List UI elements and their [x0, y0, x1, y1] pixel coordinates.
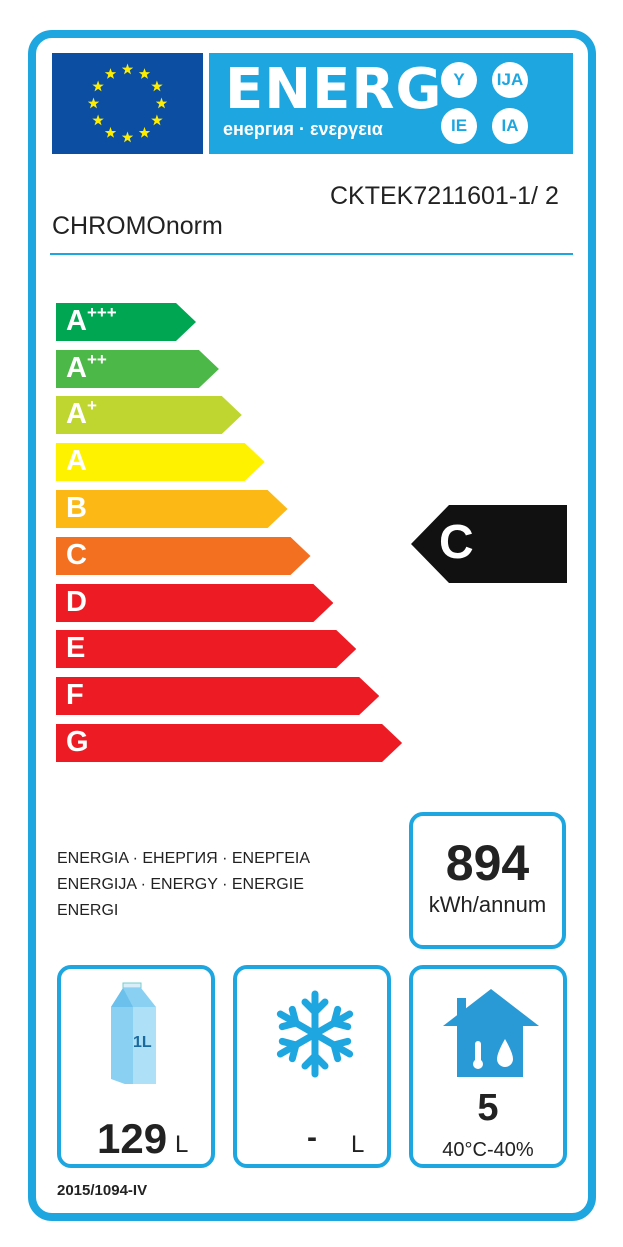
scale-arrow-10: G [56, 724, 403, 762]
scale-arrow-4: A [56, 443, 265, 481]
suffix-y: Y [441, 62, 477, 98]
frozen-volume-unit: L [351, 1131, 365, 1158]
frozen-volume-value: - [307, 1121, 317, 1154]
energy-word-line: ENERGIA · ЕНЕРГИЯ · ΕΝΕΡΓΕΙΑ [57, 850, 311, 867]
scale-class-label: G [66, 726, 89, 758]
scale-class-label: C [66, 539, 87, 571]
climate-class-value: 5 [477, 1087, 499, 1129]
star-icon [92, 114, 104, 126]
energy-word-line: ENERGI [57, 902, 119, 919]
suffix-ia: IA [492, 108, 528, 144]
scale-arrow-8: E [56, 630, 357, 668]
fresh-volume-value: 129 [97, 1115, 168, 1162]
star-icon [151, 114, 163, 126]
star-icon [121, 63, 134, 75]
scale-class-label: D [66, 586, 87, 618]
scale-class-label: A++ [66, 350, 107, 384]
energy-subtitle: енергия · ενεργεια [223, 119, 383, 139]
label-frame [28, 30, 596, 1221]
energy-title: ENERG [225, 57, 443, 122]
snowflake-icon [273, 990, 357, 1079]
scale-arrow-3: A+ [56, 396, 242, 434]
star-icon [92, 80, 104, 92]
star-icon [151, 80, 163, 92]
frozen-volume-box: - L [233, 965, 391, 1168]
star-icon [121, 131, 134, 143]
scale-arrow-6: C [56, 537, 311, 575]
rating-indicator: C [411, 505, 567, 583]
climate-conditions: 40°C-40% [442, 1139, 534, 1161]
star-icon [138, 126, 151, 138]
scale-arrow-2: A++ [56, 350, 219, 388]
consumption-unit: kWh/annum [428, 892, 547, 917]
svg-text:1L: 1L [133, 1034, 152, 1051]
scale-arrow-5: B [56, 490, 288, 528]
scale-arrow-9: F [56, 677, 380, 715]
milk-carton-icon: 1L [111, 982, 156, 1084]
suffix-ie: IE [441, 108, 477, 144]
scale-arrow-7: D [56, 584, 334, 622]
suffix-ija: IJA [492, 62, 528, 98]
scale-class-label: A+ [66, 396, 97, 430]
regulation-number: 2015/1094-IV [57, 1182, 148, 1199]
consumption-value: 894 [445, 835, 530, 891]
star-icon [155, 97, 168, 109]
eu-stars-icon [87, 63, 168, 143]
star-icon [87, 97, 100, 109]
fresh-volume-box: 1L 129 L [57, 965, 215, 1168]
scale-class-label: A+++ [66, 303, 117, 337]
house-climate-icon [443, 989, 539, 1077]
energy-header: ENERG енергия · ενεργεια Y IJA IE IA [209, 53, 573, 154]
star-icon [104, 126, 117, 138]
scale-class-label: B [66, 492, 87, 524]
eu-flag [52, 53, 203, 154]
scale-class-label: E [66, 632, 86, 664]
scale-class-label: A [66, 445, 87, 477]
star-icon [138, 68, 151, 79]
climate-class-box: 5 40°C-40% [409, 965, 567, 1168]
consumption-box: 894 kWh/annum [409, 812, 566, 949]
model-identifier: CKTEK7211601-1/ 2 [330, 182, 559, 210]
scale-class-label: F [66, 679, 84, 711]
supplier-name: CHROMOnorm [52, 212, 223, 240]
scale-arrow-1: A+++ [56, 303, 196, 341]
divider [50, 253, 573, 255]
rating-letter: C [439, 516, 474, 569]
energy-word-line: ENERGIJA · ENERGY · ENERGIE [57, 876, 304, 893]
fresh-volume-unit: L [175, 1131, 189, 1158]
star-icon [104, 68, 117, 79]
